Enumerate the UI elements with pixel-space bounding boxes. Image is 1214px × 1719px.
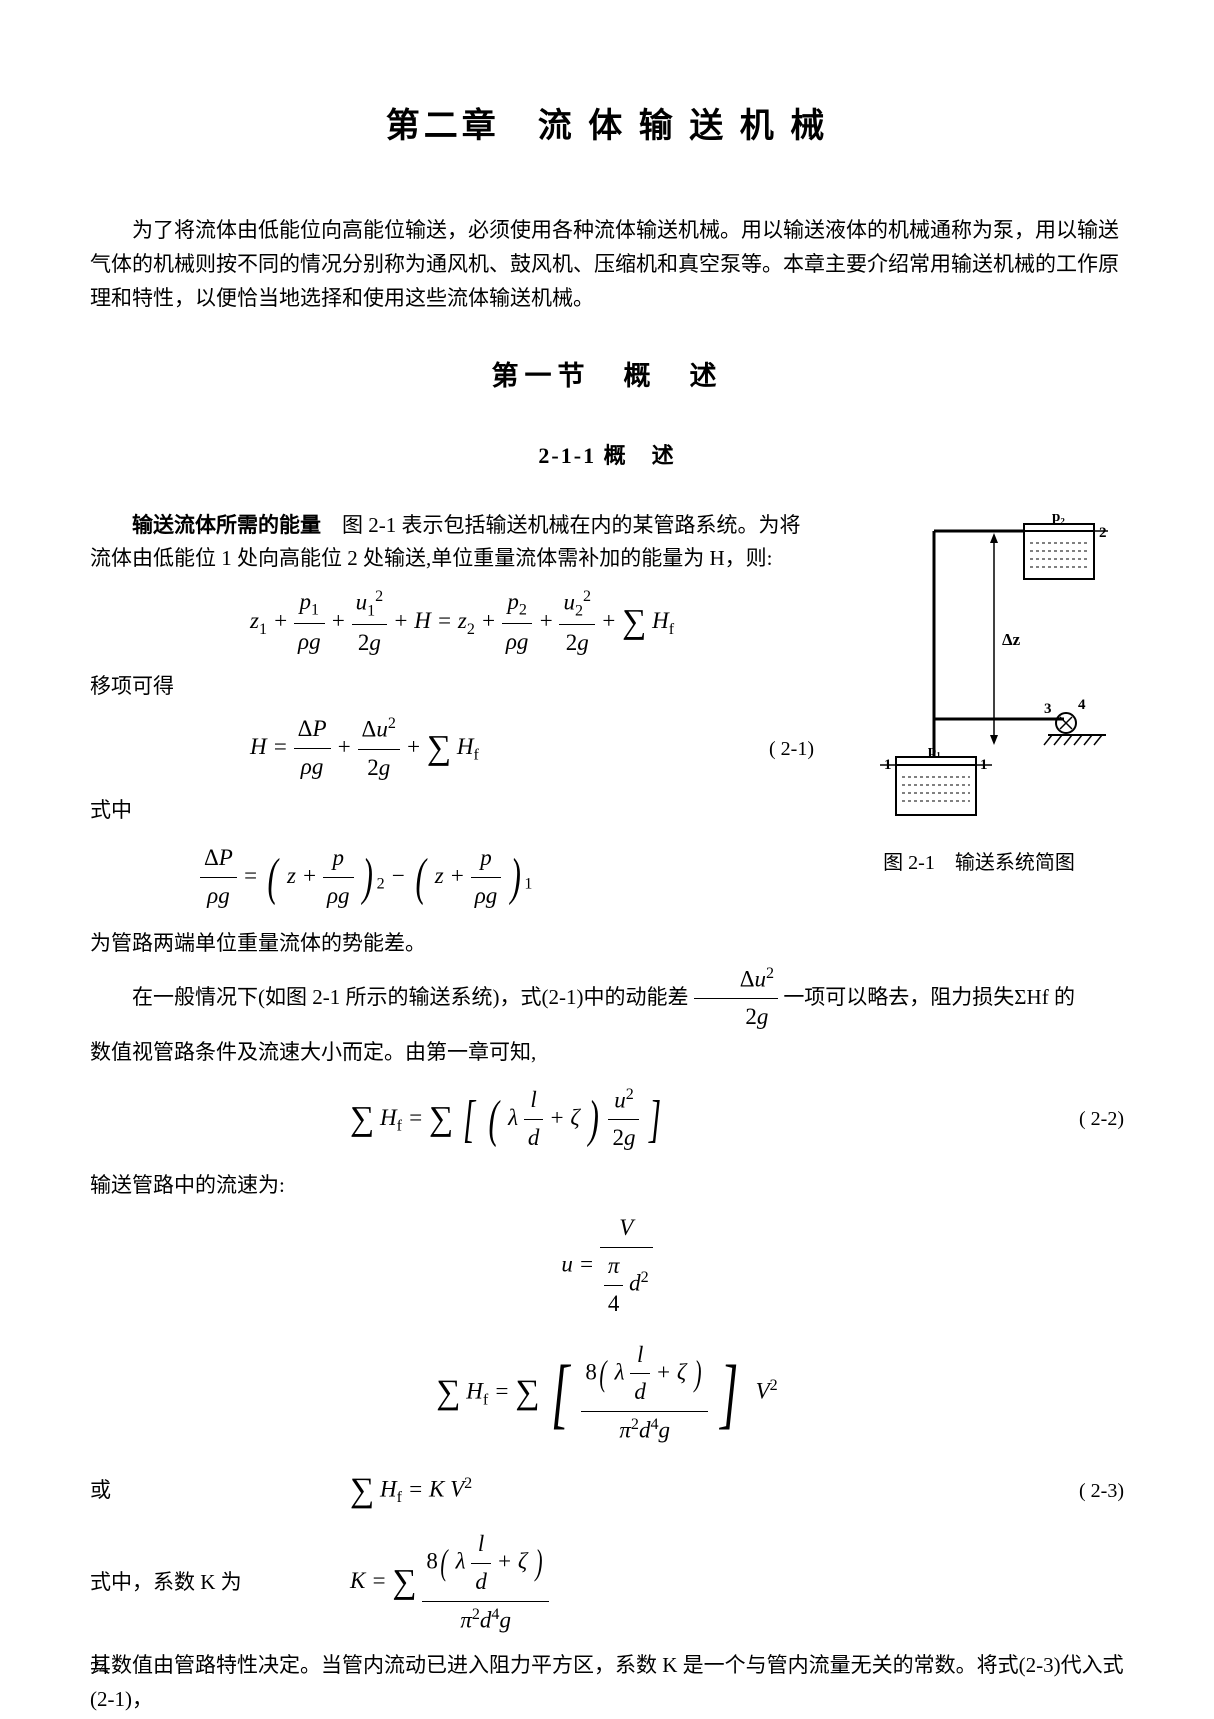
fig-label-2: 2 [1099, 525, 1107, 541]
equation-2-3-body: ∑ Hf = K V2 [150, 1464, 1004, 1518]
equation-deltaP-def: ΔPρg = ( z + pρg )2 − ( z + pρg )1 [90, 836, 814, 919]
subsection-title: 2-1-1 概 述 [90, 438, 1124, 473]
energy-intro: 输送流体所需的能量 图 2-1 表示包括输送机械在内的某管路系统。为将流体由低能… [90, 509, 814, 576]
equation-K: 式中，系数 K 为 K = ∑ 8( λ ld + ζ ) π2d4g [90, 1526, 1124, 1639]
where-text: 式中 [90, 794, 814, 828]
fig-label-4: 4 [1078, 697, 1086, 713]
intro-paragraph: 为了将流体由低能位向高能位输送，必须使用各种流体输送机械。用以输送液体的机械通称… [90, 214, 1124, 315]
section-title: 第一节 概 述 [90, 355, 1124, 398]
or-text: 或 [90, 1474, 150, 1508]
text-column: 输送流体所需的能量 图 2-1 表示包括输送机械在内的某管路系统。为将流体由低能… [90, 509, 814, 961]
eq-num-2-3: ( 2-3) [1004, 1475, 1124, 1507]
equation-2-1: H = ΔPρg + Δu22g + ∑ Hf ( 2-1) [90, 711, 814, 786]
velocity-text: 输送管路中的流速为: [90, 1169, 1124, 1203]
equation-bernoulli: z1 + p1ρg + u122g + H = z2 + p2ρg + u222… [90, 584, 814, 662]
energy-label: 输送流体所需的能量 [132, 514, 321, 537]
equation-2-3: 或 ∑ Hf = K V2 ( 2-3) [90, 1464, 1124, 1518]
page-number: 74 [90, 1654, 108, 1683]
final-paragraph: 其数值由管路特性决定。当管内流动已进入阻力平方区，系数 K 是一个与管内流量无关… [90, 1649, 1124, 1716]
equation-u: u = Vπ4 d2 [90, 1210, 1124, 1322]
equation-2-2-body: ∑ Hf = ∑ [ ( λ ld + ζ ) u22g ] [350, 1078, 1004, 1161]
chapter-title: 第二章 流 体 输 送 机 械 [90, 100, 1124, 154]
content-with-figure: 输送流体所需的能量 图 2-1 表示包括输送机械在内的某管路系统。为将流体由低能… [90, 509, 1124, 961]
equation-bernoulli-body: z1 + p1ρg + u122g + H = z2 + p2ρg + u222… [250, 584, 814, 662]
equation-2-1-body: H = ΔPρg + Δu22g + ∑ Hf [250, 711, 694, 786]
figure-column: p₂ 2 Δz 3 4 [834, 509, 1124, 879]
potential-diff-text: 为管路两端单位重量流体的势能差。 [90, 927, 814, 961]
general-c: 数值视管路条件及流速大小而定。由第一章可知, [90, 1036, 1124, 1070]
figure-2-1: p₂ 2 Δz 3 4 [834, 509, 1114, 839]
figure-caption: 图 2-1 输送系统简图 [834, 847, 1124, 879]
fig-label-3: 3 [1044, 701, 1052, 717]
equation-sumHf-bracket: ∑ Hf = ∑ [ 8( λ ld + ζ ) π2d4g ] V2 [90, 1331, 1124, 1456]
equation-u-body: u = Vπ4 d2 [90, 1210, 1124, 1322]
general-case-paragraph: 在一般情况下(如图 2-1 所示的输送系统)，式(2-1)中的动能差 Δu22g… [90, 961, 1124, 1036]
eq-num-2-2: ( 2-2) [1004, 1103, 1124, 1135]
general-b: 一项可以略去，阻力损失ΣHf 的 [783, 985, 1075, 1009]
fig-label-dz: Δz [1002, 630, 1021, 649]
equation-deltaP-body: ΔPρg = ( z + pρg )2 − ( z + pρg )1 [200, 836, 814, 919]
general-a: 在一般情况下(如图 2-1 所示的输送系统)，式(2-1)中的动能差 [132, 985, 688, 1009]
equation-sumHf-body: ∑ Hf = ∑ [ 8( λ ld + ζ ) π2d4g ] V2 [90, 1331, 1124, 1456]
fig-label-p1: p₁ [928, 743, 941, 759]
coeffK-text: 式中，系数 K 为 [90, 1566, 290, 1600]
equation-K-body: K = ∑ 8( λ ld + ζ ) π2d4g [290, 1526, 1124, 1639]
shift-text: 移项可得 [90, 670, 814, 704]
equation-2-2: ∑ Hf = ∑ [ ( λ ld + ζ ) u22g ] ( 2-2) [90, 1078, 1124, 1161]
fig-label-p2: p₂ [1052, 509, 1065, 525]
inline-du2-2g: Δu22g [694, 984, 778, 1009]
eq-num-2-1: ( 2-1) [694, 733, 814, 765]
